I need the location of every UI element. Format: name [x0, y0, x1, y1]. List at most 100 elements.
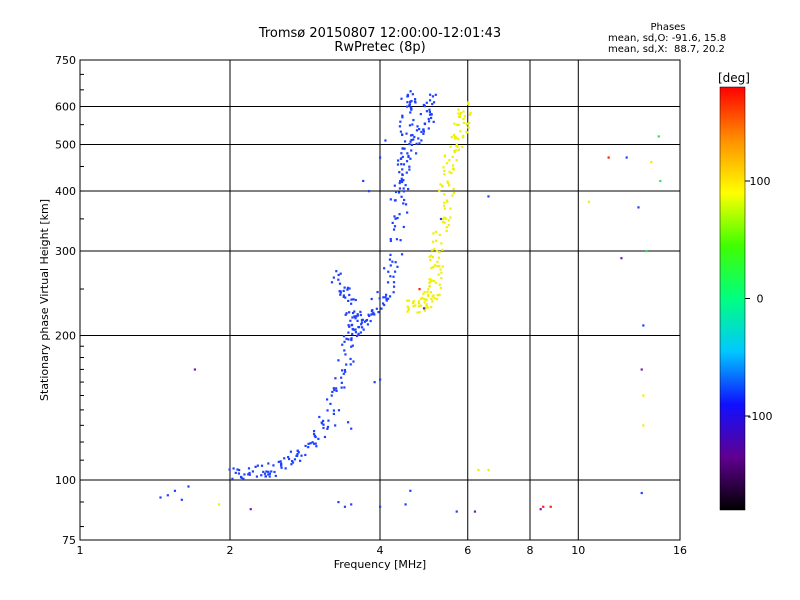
- y-tick-label: 75: [62, 534, 76, 547]
- data-point: [443, 216, 446, 219]
- data-point: [340, 369, 344, 372]
- data-point: [327, 419, 330, 422]
- data-point: [419, 112, 422, 116]
- data-point: [437, 273, 440, 276]
- data-point: [410, 138, 413, 142]
- data-point: [625, 156, 628, 159]
- data-point: [607, 156, 610, 159]
- data-point: [420, 139, 423, 142]
- data-point: [445, 226, 448, 229]
- data-point: [360, 321, 364, 324]
- data-point: [620, 257, 623, 260]
- data-point: [249, 508, 252, 511]
- data-point: [337, 278, 340, 281]
- data-point: [396, 163, 400, 166]
- data-point: [430, 266, 433, 270]
- data-point: [428, 99, 432, 102]
- data-point: [343, 349, 346, 352]
- data-point: [375, 307, 378, 310]
- data-point: [452, 191, 456, 195]
- data-point: [388, 295, 392, 298]
- data-point: [409, 111, 412, 114]
- y-tick-label: 100: [55, 474, 76, 487]
- data-point: [432, 266, 435, 269]
- data-point: [362, 179, 365, 183]
- data-point: [407, 155, 410, 159]
- data-point: [429, 258, 432, 262]
- data-point: [441, 185, 444, 188]
- data-point: [462, 134, 465, 138]
- data-point: [349, 363, 352, 366]
- data-point: [433, 297, 436, 300]
- data-point: [264, 475, 267, 478]
- data-point: [391, 221, 394, 225]
- data-point: [442, 166, 445, 169]
- data-point: [346, 421, 350, 424]
- data-point: [359, 313, 362, 317]
- data-point: [352, 360, 355, 363]
- data-point: [402, 202, 405, 205]
- data-point: [262, 470, 265, 473]
- data-point: [434, 230, 438, 233]
- data-point: [430, 305, 433, 309]
- data-point: [461, 145, 464, 149]
- data-point: [339, 272, 342, 275]
- stats-o-mode: mean, sd,O: -91.6, 15.8: [608, 33, 727, 44]
- data-point: [332, 276, 335, 279]
- data-point: [408, 142, 411, 146]
- data-point: [457, 108, 460, 111]
- data-point: [425, 298, 428, 301]
- data-point: [640, 368, 643, 371]
- data-point: [339, 293, 342, 296]
- data-point: [423, 290, 426, 294]
- data-point: [438, 265, 441, 268]
- data-point: [432, 101, 436, 104]
- data-point: [408, 165, 411, 168]
- data-point: [401, 155, 404, 159]
- data-point: [411, 93, 414, 96]
- data-point: [348, 311, 351, 314]
- data-point: [350, 503, 353, 506]
- data-point: [337, 359, 340, 362]
- data-point: [456, 145, 459, 148]
- data-point: [344, 353, 347, 356]
- data-point: [337, 500, 340, 504]
- y-tick-label: 200: [55, 330, 76, 343]
- data-point: [409, 90, 412, 93]
- data-point: [289, 450, 293, 453]
- data-point: [430, 113, 433, 116]
- data-point: [309, 442, 312, 445]
- data-point: [427, 127, 430, 130]
- data-point: [469, 111, 472, 114]
- data-point: [408, 103, 411, 106]
- data-point: [283, 457, 286, 460]
- data-point: [236, 468, 239, 471]
- data-point: [331, 390, 334, 394]
- data-point: [457, 148, 460, 151]
- data-point: [424, 306, 427, 310]
- x-tick-label: 6: [464, 544, 471, 557]
- data-point: [392, 285, 396, 288]
- data-point: [439, 217, 443, 221]
- data-point: [453, 151, 456, 154]
- data-point: [444, 217, 447, 220]
- data-point: [408, 168, 411, 171]
- data-point: [428, 284, 431, 288]
- data-point: [465, 130, 468, 134]
- data-point: [392, 281, 396, 284]
- data-point: [159, 496, 162, 499]
- colorbar-tick-label: -100: [748, 410, 773, 423]
- data-point: [384, 139, 387, 142]
- data-point: [465, 122, 469, 125]
- data-point: [287, 456, 290, 459]
- data-point: [272, 464, 275, 467]
- data-point: [448, 184, 451, 187]
- data-point: [445, 229, 448, 233]
- data-point: [445, 199, 448, 202]
- data-point: [193, 368, 197, 371]
- data-point: [392, 275, 395, 278]
- data-point: [406, 305, 409, 308]
- data-point: [467, 101, 470, 104]
- data-point: [348, 293, 351, 297]
- data-point: [267, 470, 270, 473]
